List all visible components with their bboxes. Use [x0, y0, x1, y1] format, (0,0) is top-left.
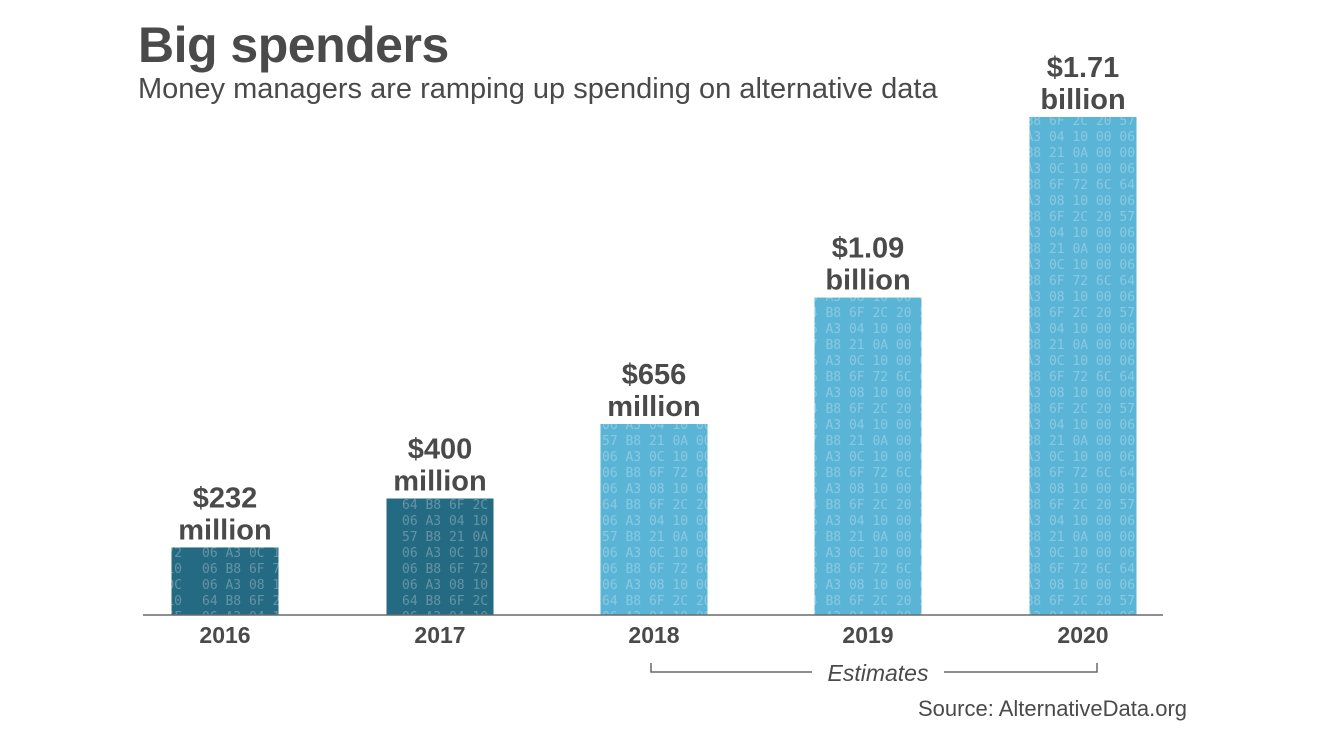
chart-subtitle: Money managers are ramping up spending o… — [138, 73, 938, 105]
value-unit-label-2018: million — [607, 391, 700, 423]
bar-2020 — [1029, 117, 1137, 615]
bar-2018 — [600, 423, 708, 615]
value-unit-label-2016: million — [178, 514, 271, 546]
bar-2019 — [814, 297, 922, 615]
value-label-2018: $656 — [622, 359, 687, 391]
estimates-label: Estimates — [828, 660, 929, 686]
estimates-bracket-left — [650, 663, 812, 673]
estimates-bracket-right — [944, 663, 1098, 673]
bar-2017 — [386, 498, 494, 615]
value-label-2017: $400 — [408, 434, 473, 466]
value-unit-label-2017: million — [393, 466, 486, 498]
value-label-2019: $1.09 — [832, 233, 905, 265]
value-unit-label-2020: billion — [1040, 84, 1125, 116]
x-tick-label-2018: 2018 — [628, 622, 679, 648]
x-tick-label-2019: 2019 — [842, 622, 893, 648]
x-tick-label-2016: 2016 — [199, 622, 250, 648]
value-label-2016: $232 — [193, 482, 258, 514]
chart-title: Big spenders — [138, 17, 449, 73]
source-note: Source: AlternativeData.org — [918, 696, 1188, 721]
x-tick-label-2020: 2020 — [1057, 622, 1108, 648]
bar-2016 — [171, 547, 279, 615]
value-unit-label-2019: billion — [825, 265, 910, 297]
value-label-2020: $1.71 — [1047, 52, 1120, 84]
x-tick-label-2017: 2017 — [414, 622, 465, 648]
